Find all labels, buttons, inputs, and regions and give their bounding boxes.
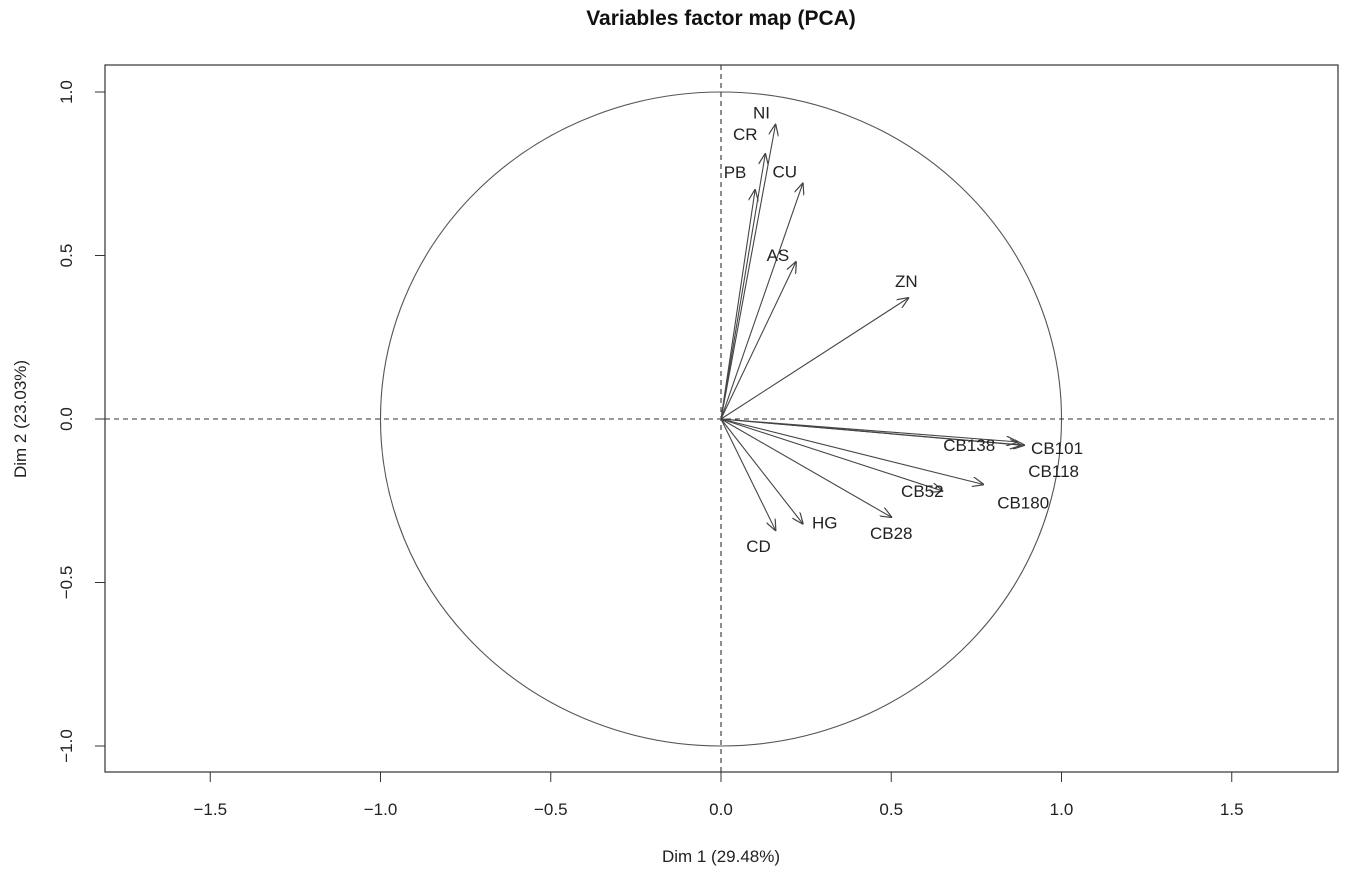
arrow-ni — [720, 125, 775, 420]
arrow-cb52 — [720, 418, 942, 491]
label-cb52: CB52 — [901, 482, 944, 501]
y-tick-label: −1.0 — [57, 729, 76, 763]
y-tick-label: −0.5 — [57, 566, 76, 600]
label-hg: HG — [812, 514, 838, 533]
arrow-zn — [720, 298, 908, 420]
label-cb118: CB118 — [1028, 462, 1079, 481]
arrow-cb118 — [720, 418, 1021, 445]
y-axis-label: Dim 2 (23.03%) — [11, 360, 30, 478]
arrow-pb — [720, 190, 755, 420]
y-tick-label: 1.0 — [57, 80, 76, 104]
label-ni: NI — [753, 104, 770, 123]
x-tick-label: −0.5 — [534, 800, 568, 819]
arrow-cb28 — [720, 418, 891, 517]
label-zn: ZN — [895, 272, 918, 291]
arrow-cd — [720, 418, 775, 530]
x-tick-label: 1.0 — [1050, 800, 1074, 819]
label-cu: CU — [772, 163, 797, 182]
x-tick-label: 1.5 — [1220, 800, 1244, 819]
arrow-cb180 — [720, 418, 983, 484]
plot-area: −1.5 −1.0 −0.5 0.0 0.5 1.0 1.5 −1.0 −0.5 0.0 0.5 1.… — [57, 64, 1339, 819]
label-cb28: CB28 — [870, 524, 913, 543]
label-cr: CR — [733, 125, 758, 144]
y-tick-label: 0.0 — [57, 407, 76, 431]
label-cd: CD — [746, 537, 771, 556]
arrow-as — [720, 262, 796, 420]
label-as: AS — [767, 246, 790, 265]
x-tick-label: 0.5 — [879, 800, 903, 819]
label-pb: PB — [724, 163, 747, 182]
label-cb101: CB101 — [1031, 439, 1083, 458]
label-cb138: CB138 — [943, 436, 995, 455]
x-tick-label: −1.0 — [364, 800, 398, 819]
x-axis-label: Dim 1 (29.48%) — [662, 847, 780, 866]
y-tick-label: 0.5 — [57, 244, 76, 268]
arrow-cu — [720, 184, 803, 420]
arrow-cr — [720, 154, 765, 420]
x-tick-label: −1.5 — [193, 800, 227, 819]
label-cb180: CB180 — [997, 493, 1049, 512]
x-tick-label: 0.0 — [709, 800, 733, 819]
arrow-hg — [720, 418, 803, 524]
chart-title: Variables factor map (PCA) — [586, 7, 856, 30]
